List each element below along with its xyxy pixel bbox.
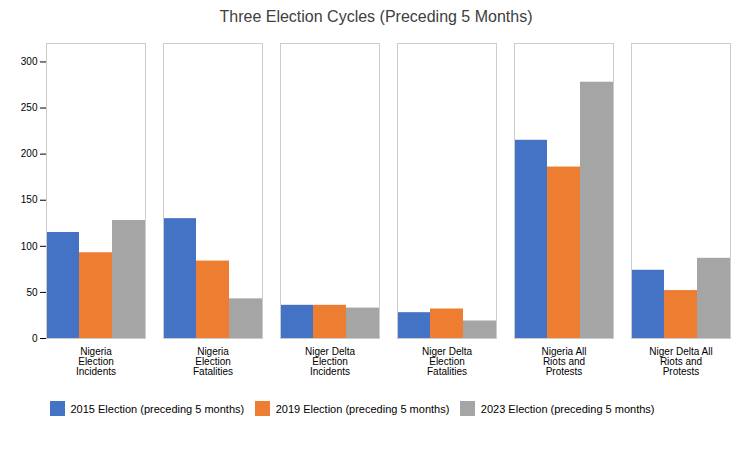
svg-text:50: 50 (26, 287, 38, 298)
svg-text:300: 300 (21, 56, 38, 67)
svg-text:NigeriaElectionIncidents: NigeriaElectionIncidents (76, 346, 116, 377)
html-text:2023 Election (preceding 5 mon: 2023 Election (preceding 5 months) (480, 402, 655, 415)
svg-text:250: 250 (21, 102, 38, 113)
svg-text:200: 200 (21, 148, 38, 159)
svg-text:Nigeria AllRiots andProtests: Nigeria AllRiots andProtests (541, 346, 586, 377)
svg-text:150: 150 (21, 194, 38, 205)
svg-text:0: 0 (32, 333, 38, 344)
svg-text:100: 100 (21, 241, 38, 252)
html-text:Three Election Cycles (Precedi: Three Election Cycles (Preceding 5 Month… (219, 8, 533, 25)
html-text:2019 Election (preceding 5 mon: 2019 Election (preceding 5 months) (275, 402, 450, 415)
svg-text:Niger DeltaElectionFatalities: Niger DeltaElectionFatalities (422, 346, 472, 377)
html-text:2015 Election (preceding 5 mon: 2015 Election (preceding 5 months) (70, 402, 245, 415)
svg-text:NigeriaElectionFatalities: NigeriaElectionFatalities (193, 346, 233, 377)
svg-text:Niger DeltaElectionIncidents: Niger DeltaElectionIncidents (305, 346, 355, 377)
svg-text:Niger Delta AllRiots andProtes: Niger Delta AllRiots andProtests (649, 346, 712, 377)
